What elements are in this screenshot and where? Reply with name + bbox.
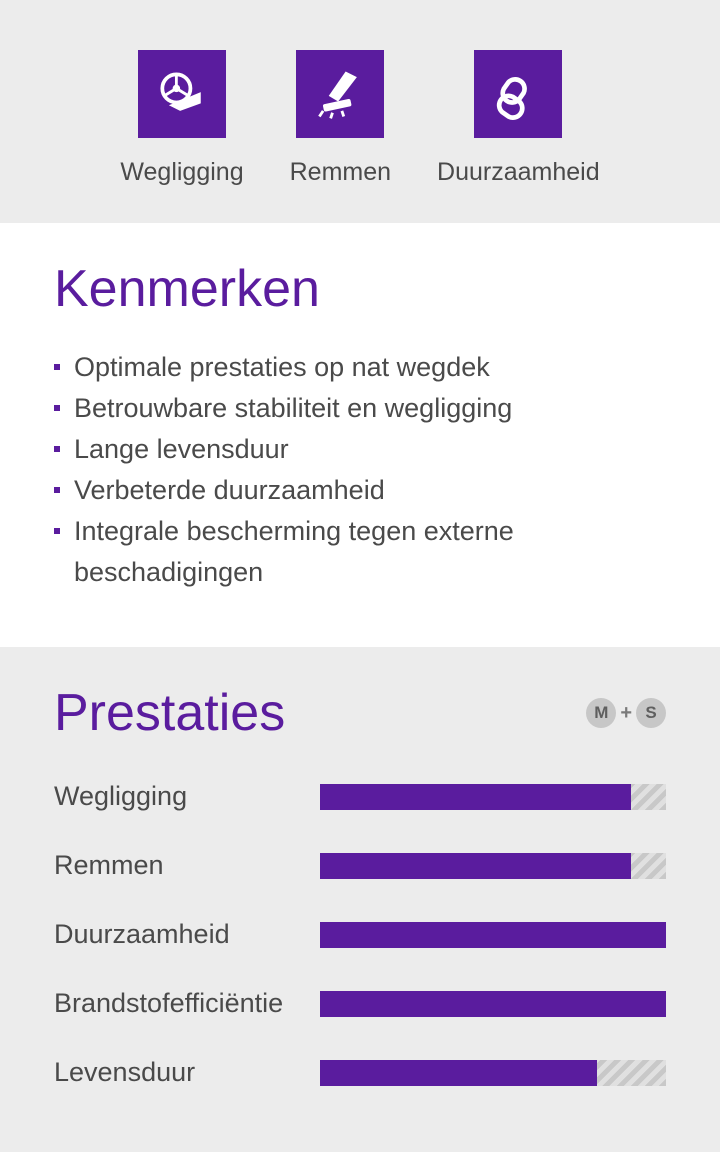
perf-bar-fill: [320, 922, 666, 948]
icon-label: Wegligging: [120, 158, 243, 187]
perf-bar-fill: [320, 853, 631, 879]
performance-title: Prestaties: [54, 683, 285, 743]
perf-bar-fill: [320, 991, 666, 1017]
icon-item-duurzaamheid[interactable]: Duurzaamheid: [437, 50, 600, 187]
performance-header: Prestaties M + S: [54, 683, 666, 743]
features-section: Kenmerken Optimale prestaties op nat weg…: [0, 223, 720, 647]
perf-bar: [320, 991, 666, 1017]
brake-pedal-icon: [296, 50, 384, 138]
perf-row-duurzaamheid: Duurzaamheid: [54, 919, 666, 950]
feature-item: Verbeterde duurzaamheid: [54, 470, 666, 511]
perf-bar: [320, 1060, 666, 1086]
icon-label: Remmen: [290, 158, 391, 187]
icon-item-remmen[interactable]: Remmen: [290, 50, 391, 187]
badge-plus: +: [618, 702, 634, 725]
steering-icon: [138, 50, 226, 138]
perf-label: Remmen: [54, 850, 320, 881]
badge-s: S: [636, 698, 666, 728]
performance-section: Prestaties M + S Wegligging Remmen Duurz…: [0, 647, 720, 1152]
perf-bar-fill: [320, 784, 631, 810]
icon-label: Duurzaamheid: [437, 158, 600, 187]
badge-m: M: [586, 698, 616, 728]
feature-item: Betrouwbare stabiliteit en wegligging: [54, 388, 666, 429]
perf-row-brandstof: Brandstofefficiëntie: [54, 988, 666, 1019]
perf-row-wegligging: Wegligging: [54, 781, 666, 812]
features-list: Optimale prestaties op nat wegdek Betrou…: [54, 347, 666, 593]
chain-link-icon: [474, 50, 562, 138]
perf-bar: [320, 853, 666, 879]
perf-bar-fill: [320, 1060, 597, 1086]
feature-item: Integrale bescherming tegen externe besc…: [54, 511, 666, 593]
icon-row: Wegligging Remmen Duurzaamh: [0, 50, 720, 187]
perf-label: Brandstofefficiëntie: [54, 988, 320, 1019]
perf-label: Wegligging: [54, 781, 320, 812]
ms-badge: M + S: [586, 698, 666, 728]
perf-bar: [320, 784, 666, 810]
feature-item: Lange levensduur: [54, 429, 666, 470]
icon-item-wegligging[interactable]: Wegligging: [120, 50, 243, 187]
perf-bar: [320, 922, 666, 948]
top-icon-section: Wegligging Remmen Duurzaamh: [0, 0, 720, 223]
feature-item: Optimale prestaties op nat wegdek: [54, 347, 666, 388]
perf-row-remmen: Remmen: [54, 850, 666, 881]
perf-label: Duurzaamheid: [54, 919, 320, 950]
features-title: Kenmerken: [54, 259, 666, 319]
